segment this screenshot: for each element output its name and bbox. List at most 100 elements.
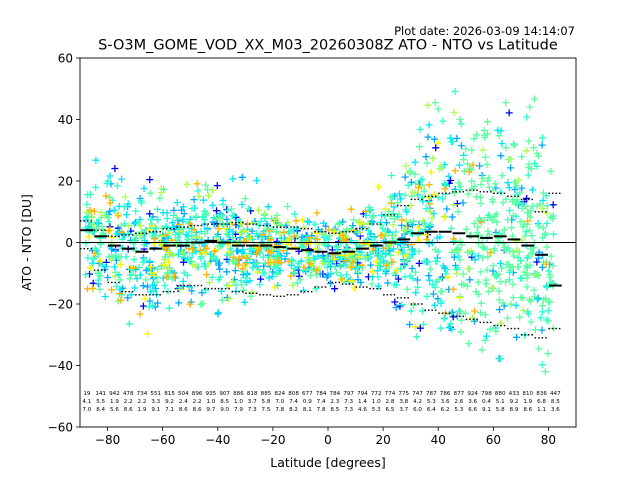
x-tick-label: 60 — [486, 433, 501, 447]
x-axis-label: Latitude [degrees] — [270, 455, 386, 470]
bin-stat-mean: 2.8 — [386, 399, 395, 405]
y-axis-label: ATO - NTO [DU] — [19, 194, 34, 291]
y-tick-label: −40 — [48, 359, 73, 373]
bin-stat-n: 141 — [95, 391, 106, 397]
bin-stat-mean: 5.8 — [262, 399, 271, 405]
bin-stat-n: 798 — [481, 391, 492, 397]
bin-stat-n: 433 — [509, 391, 520, 397]
y-tick-label: −60 — [48, 421, 73, 435]
bin-stat-mean: 2.2 — [193, 399, 202, 405]
bin-stat-std: 6.2 — [441, 407, 450, 413]
bin-stat-std: 1.1 — [537, 407, 546, 413]
bin-stat-mean: 5.5 — [96, 399, 105, 405]
bin-stat-mean: 9.2 — [510, 399, 519, 405]
bin-stat-mean: 5.3 — [427, 399, 436, 405]
bin-stat-std: 5.3 — [454, 407, 463, 413]
bin-stat-n: 794 — [357, 391, 368, 397]
bin-stat-mean: 3.3 — [151, 399, 160, 405]
bin-stat-std: 6.4 — [427, 407, 436, 413]
bin-stat-std: 5.8 — [496, 407, 505, 413]
bin-stat-mean: 2.3 — [330, 399, 339, 405]
bin-stat-mean: 2.2 — [124, 399, 133, 405]
bin-stat-n: 747 — [412, 391, 423, 397]
bin-stat-n: 772 — [371, 391, 382, 397]
bin-stat-mean: 3.6 — [441, 399, 450, 405]
bin-stat-mean: 0.9 — [303, 399, 312, 405]
bin-stat-std: 6.6 — [468, 407, 477, 413]
bin-stat-std: 9.0 — [220, 407, 229, 413]
x-tick-label: −80 — [95, 433, 120, 447]
plot-date: Plot date: 2026-03-09 14:14:07 — [394, 24, 575, 38]
bin-stat-n: 896 — [192, 391, 203, 397]
y-tick-label: −20 — [48, 298, 73, 312]
bin-stat-mean: 3.7 — [248, 399, 257, 405]
bin-stat-mean: 1.0 — [234, 399, 243, 405]
bin-stat-std: 7.3 — [248, 407, 257, 413]
bin-stat-std: 7.8 — [317, 407, 326, 413]
bin-stat-mean: 6.8 — [537, 399, 546, 405]
bin-stat-mean: 7.4 — [289, 399, 298, 405]
chart-title: S-O3M_GOME_VOD_XX_M03_20260308Z ATO - NT… — [98, 38, 558, 54]
bin-stat-mean: 4.1 — [82, 399, 91, 405]
bin-stat-n: 810 — [522, 391, 533, 397]
stat-lines — [80, 189, 563, 339]
bin-stat-std: 8.4 — [96, 407, 105, 413]
bin-stat-mean: 0.4 — [482, 399, 491, 405]
bin-stat-std: 8.6 — [523, 407, 532, 413]
bin-stat-n: 877 — [454, 391, 465, 397]
bin-stat-mean: 8.5 — [220, 399, 229, 405]
bin-stat-std: 7.0 — [82, 407, 91, 413]
x-tick-label: 0 — [324, 433, 332, 447]
bin-stat-n: 907 — [219, 391, 230, 397]
bin-stat-n: 774 — [385, 391, 396, 397]
scatter-points — [82, 88, 558, 376]
bin-stat-std: 7.8 — [275, 407, 284, 413]
bin-stat-std: 9.1 — [482, 407, 491, 413]
x-tick-label: −20 — [260, 433, 285, 447]
bin-stat-n: 942 — [109, 391, 120, 397]
y-tick-label: 60 — [58, 52, 73, 66]
bin-stat-n: 734 — [137, 391, 148, 397]
bin-stat-mean: 3.8 — [399, 399, 408, 405]
bin-stat-std: 7.3 — [344, 407, 353, 413]
bin-stat-n: 478 — [123, 391, 134, 397]
bin-stat-std: 8.6 — [124, 407, 133, 413]
bin-stat-std: 8.6 — [179, 407, 188, 413]
bin-stat-std: 7.1 — [165, 407, 174, 413]
bin-stat-n: 784 — [330, 391, 341, 397]
bin-stat-std: 3.6 — [551, 407, 560, 413]
bin-stat-std: 7.9 — [234, 407, 243, 413]
bin-stat-n: 935 — [206, 391, 217, 397]
y-tick-label: 0 — [65, 236, 73, 250]
bin-stat-std: 9.7 — [206, 407, 215, 413]
bin-stat-n: 784 — [316, 391, 327, 397]
bin-stat-n: 677 — [302, 391, 313, 397]
bin-stat-n: 885 — [261, 391, 272, 397]
bin-stat-mean: 4.2 — [413, 399, 422, 405]
bin-stat-mean: 8.5 — [551, 399, 560, 405]
x-tick-label: −40 — [205, 433, 230, 447]
bin-stat-std: 5.3 — [372, 407, 381, 413]
bin-stat-std: 8.5 — [330, 407, 339, 413]
bin-stat-mean: 7.0 — [275, 399, 284, 405]
y-tick-label: 20 — [58, 175, 73, 189]
bin-stat-std: 3.7 — [399, 407, 408, 413]
bin-stat-mean: 7.3 — [344, 399, 353, 405]
bin-stat-std: 8.9 — [510, 407, 519, 413]
bin-stat-std: 6.5 — [386, 407, 395, 413]
bin-stat-n: 504 — [178, 391, 189, 397]
bin-stat-n: 786 — [440, 391, 451, 397]
y-tick-label: 40 — [58, 113, 73, 127]
bin-stat-mean: 1.4 — [358, 399, 367, 405]
x-axis: −80 −60 −40 −20 0 20 40 60 80 — [95, 427, 556, 447]
bin-stat-n: 824 — [274, 391, 285, 397]
bin-stat-n: 19 — [83, 391, 91, 397]
bin-stat-n: 818 — [247, 391, 258, 397]
bin-stat-n: 775 — [398, 391, 409, 397]
bin-stat-n: 880 — [495, 391, 506, 397]
bin-stat-n: 815 — [164, 391, 175, 397]
bin-stat-std: 5.6 — [110, 407, 119, 413]
scatter-series-7 — [84, 161, 550, 318]
x-tick-label: 20 — [375, 433, 390, 447]
